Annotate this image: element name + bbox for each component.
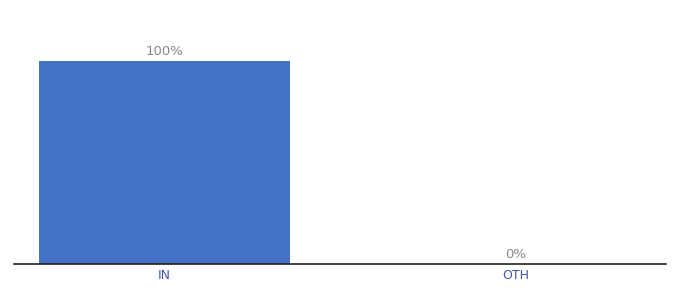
Bar xyxy=(39,61,290,264)
Text: 100%: 100% xyxy=(146,45,183,58)
Text: 0%: 0% xyxy=(505,248,526,261)
